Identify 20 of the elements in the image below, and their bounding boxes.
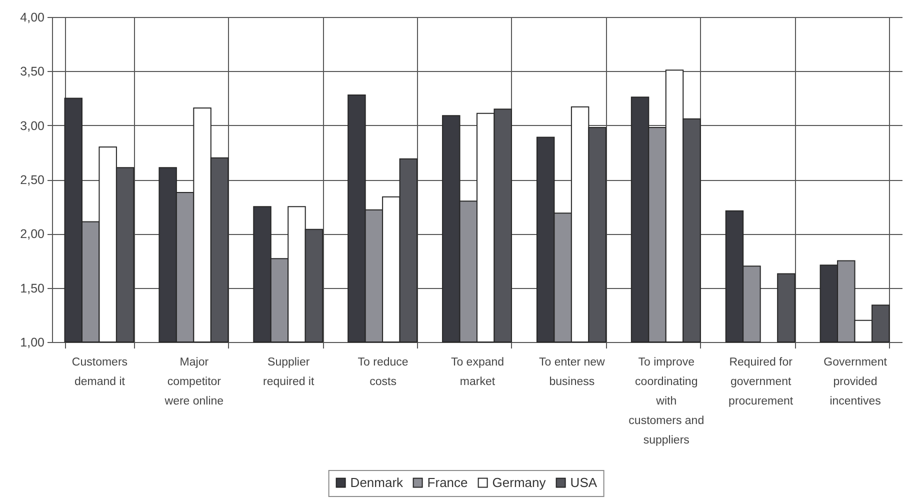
x-tick-label: To expand market: [450, 356, 504, 388]
x-tick-label: To improve coordinating with customers and suppliers: [628, 356, 704, 446]
x-tick-label: Major competitor were online: [164, 356, 224, 408]
y-tick-label: 1,00: [20, 336, 45, 350]
x-tick-label: Customers demand it: [72, 356, 128, 388]
y-tick-label: 4,00: [20, 10, 45, 24]
x-tick-label: Government provided incentives: [824, 356, 888, 408]
x-tick-label: Required for government procurement: [728, 356, 794, 408]
legend-label: France: [427, 474, 468, 490]
legend-label: Germany: [492, 474, 546, 490]
y-tick-label: 2,00: [20, 227, 45, 242]
y-tick-label: 2,50: [20, 173, 45, 187]
legend-label: Denmark: [350, 474, 404, 490]
y-tick-label: 3,50: [20, 64, 45, 79]
x-tick-label: To enter new business: [539, 356, 606, 388]
y-tick-label: 1,50: [20, 281, 45, 296]
legend-label: USA: [570, 474, 598, 490]
x-tick-label: Supplier required it: [263, 356, 315, 388]
y-tick-label: 3,00: [20, 118, 45, 133]
x-tick-label: To reduce costs: [358, 356, 408, 388]
